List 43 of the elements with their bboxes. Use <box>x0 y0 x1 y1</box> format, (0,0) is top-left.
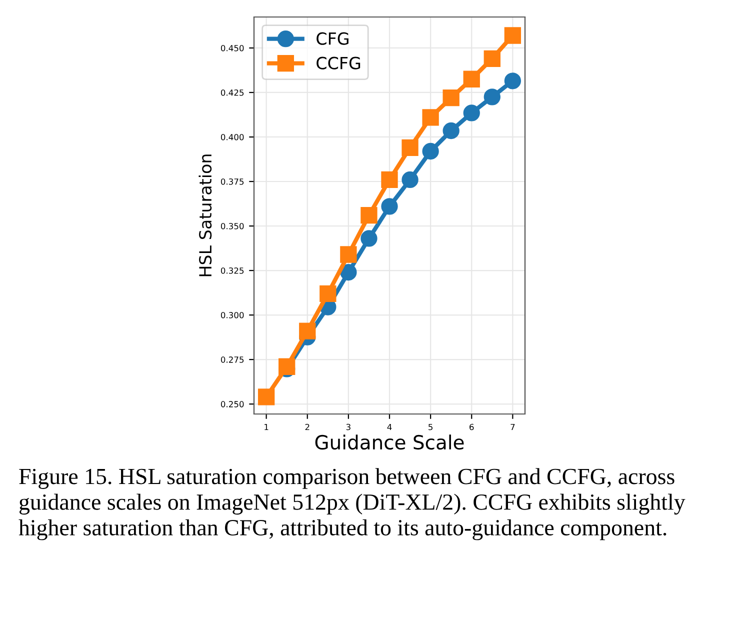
point <box>442 89 460 106</box>
y-tick-label: 0.350 <box>220 222 244 230</box>
caption: Figure 15. HSL saturation comparison between CFG and CCFG, across guidance scales on ImageNet 512px (DiT-XL/2). CCFG exhibits slightly higher saturation than CFG, attributed to its auto-guidance component. <box>18 468 686 540</box>
point <box>484 50 500 67</box>
point <box>422 142 439 160</box>
x-tick-label: 6 <box>470 424 474 430</box>
point <box>463 104 480 122</box>
legend-label: CCFG <box>316 56 360 70</box>
x-tick-label: 1 <box>264 424 268 430</box>
point <box>402 171 418 188</box>
point <box>340 246 357 263</box>
legend-label: CFG <box>316 32 348 45</box>
y-tick-label: 0.450 <box>220 44 244 52</box>
point <box>381 198 398 215</box>
point <box>278 358 296 375</box>
point <box>360 206 378 224</box>
point <box>381 171 398 188</box>
point <box>504 27 522 44</box>
x-axis-title: Guidance Scale <box>315 434 464 450</box>
y-tick-label: 0.325 <box>220 267 244 274</box>
x-tick-label: 5 <box>428 424 432 430</box>
x-tick-label: 3 <box>346 424 350 430</box>
y-tick-label: 0.300 <box>220 312 244 318</box>
x-tick-label: 4 <box>387 424 392 430</box>
point <box>422 109 439 126</box>
point <box>258 388 275 406</box>
y-tick-label: 0.425 <box>220 89 244 96</box>
y-tick-label: 0.375 <box>220 178 244 185</box>
point <box>402 139 418 156</box>
point <box>463 70 480 88</box>
point <box>340 264 357 281</box>
x-tick-label: 2 <box>305 424 310 430</box>
point <box>299 322 316 340</box>
y-tick-label: 0.275 <box>220 356 244 363</box>
point <box>360 230 378 247</box>
y-tick-label: 0.400 <box>220 134 244 140</box>
x-tick-label: 7 <box>510 424 515 430</box>
point <box>320 285 336 302</box>
y-tick-label: 0.250 <box>220 401 244 408</box>
point <box>442 122 460 140</box>
y-axis-title: HSL Saturation <box>198 154 212 276</box>
point <box>504 72 522 90</box>
point <box>484 88 500 106</box>
